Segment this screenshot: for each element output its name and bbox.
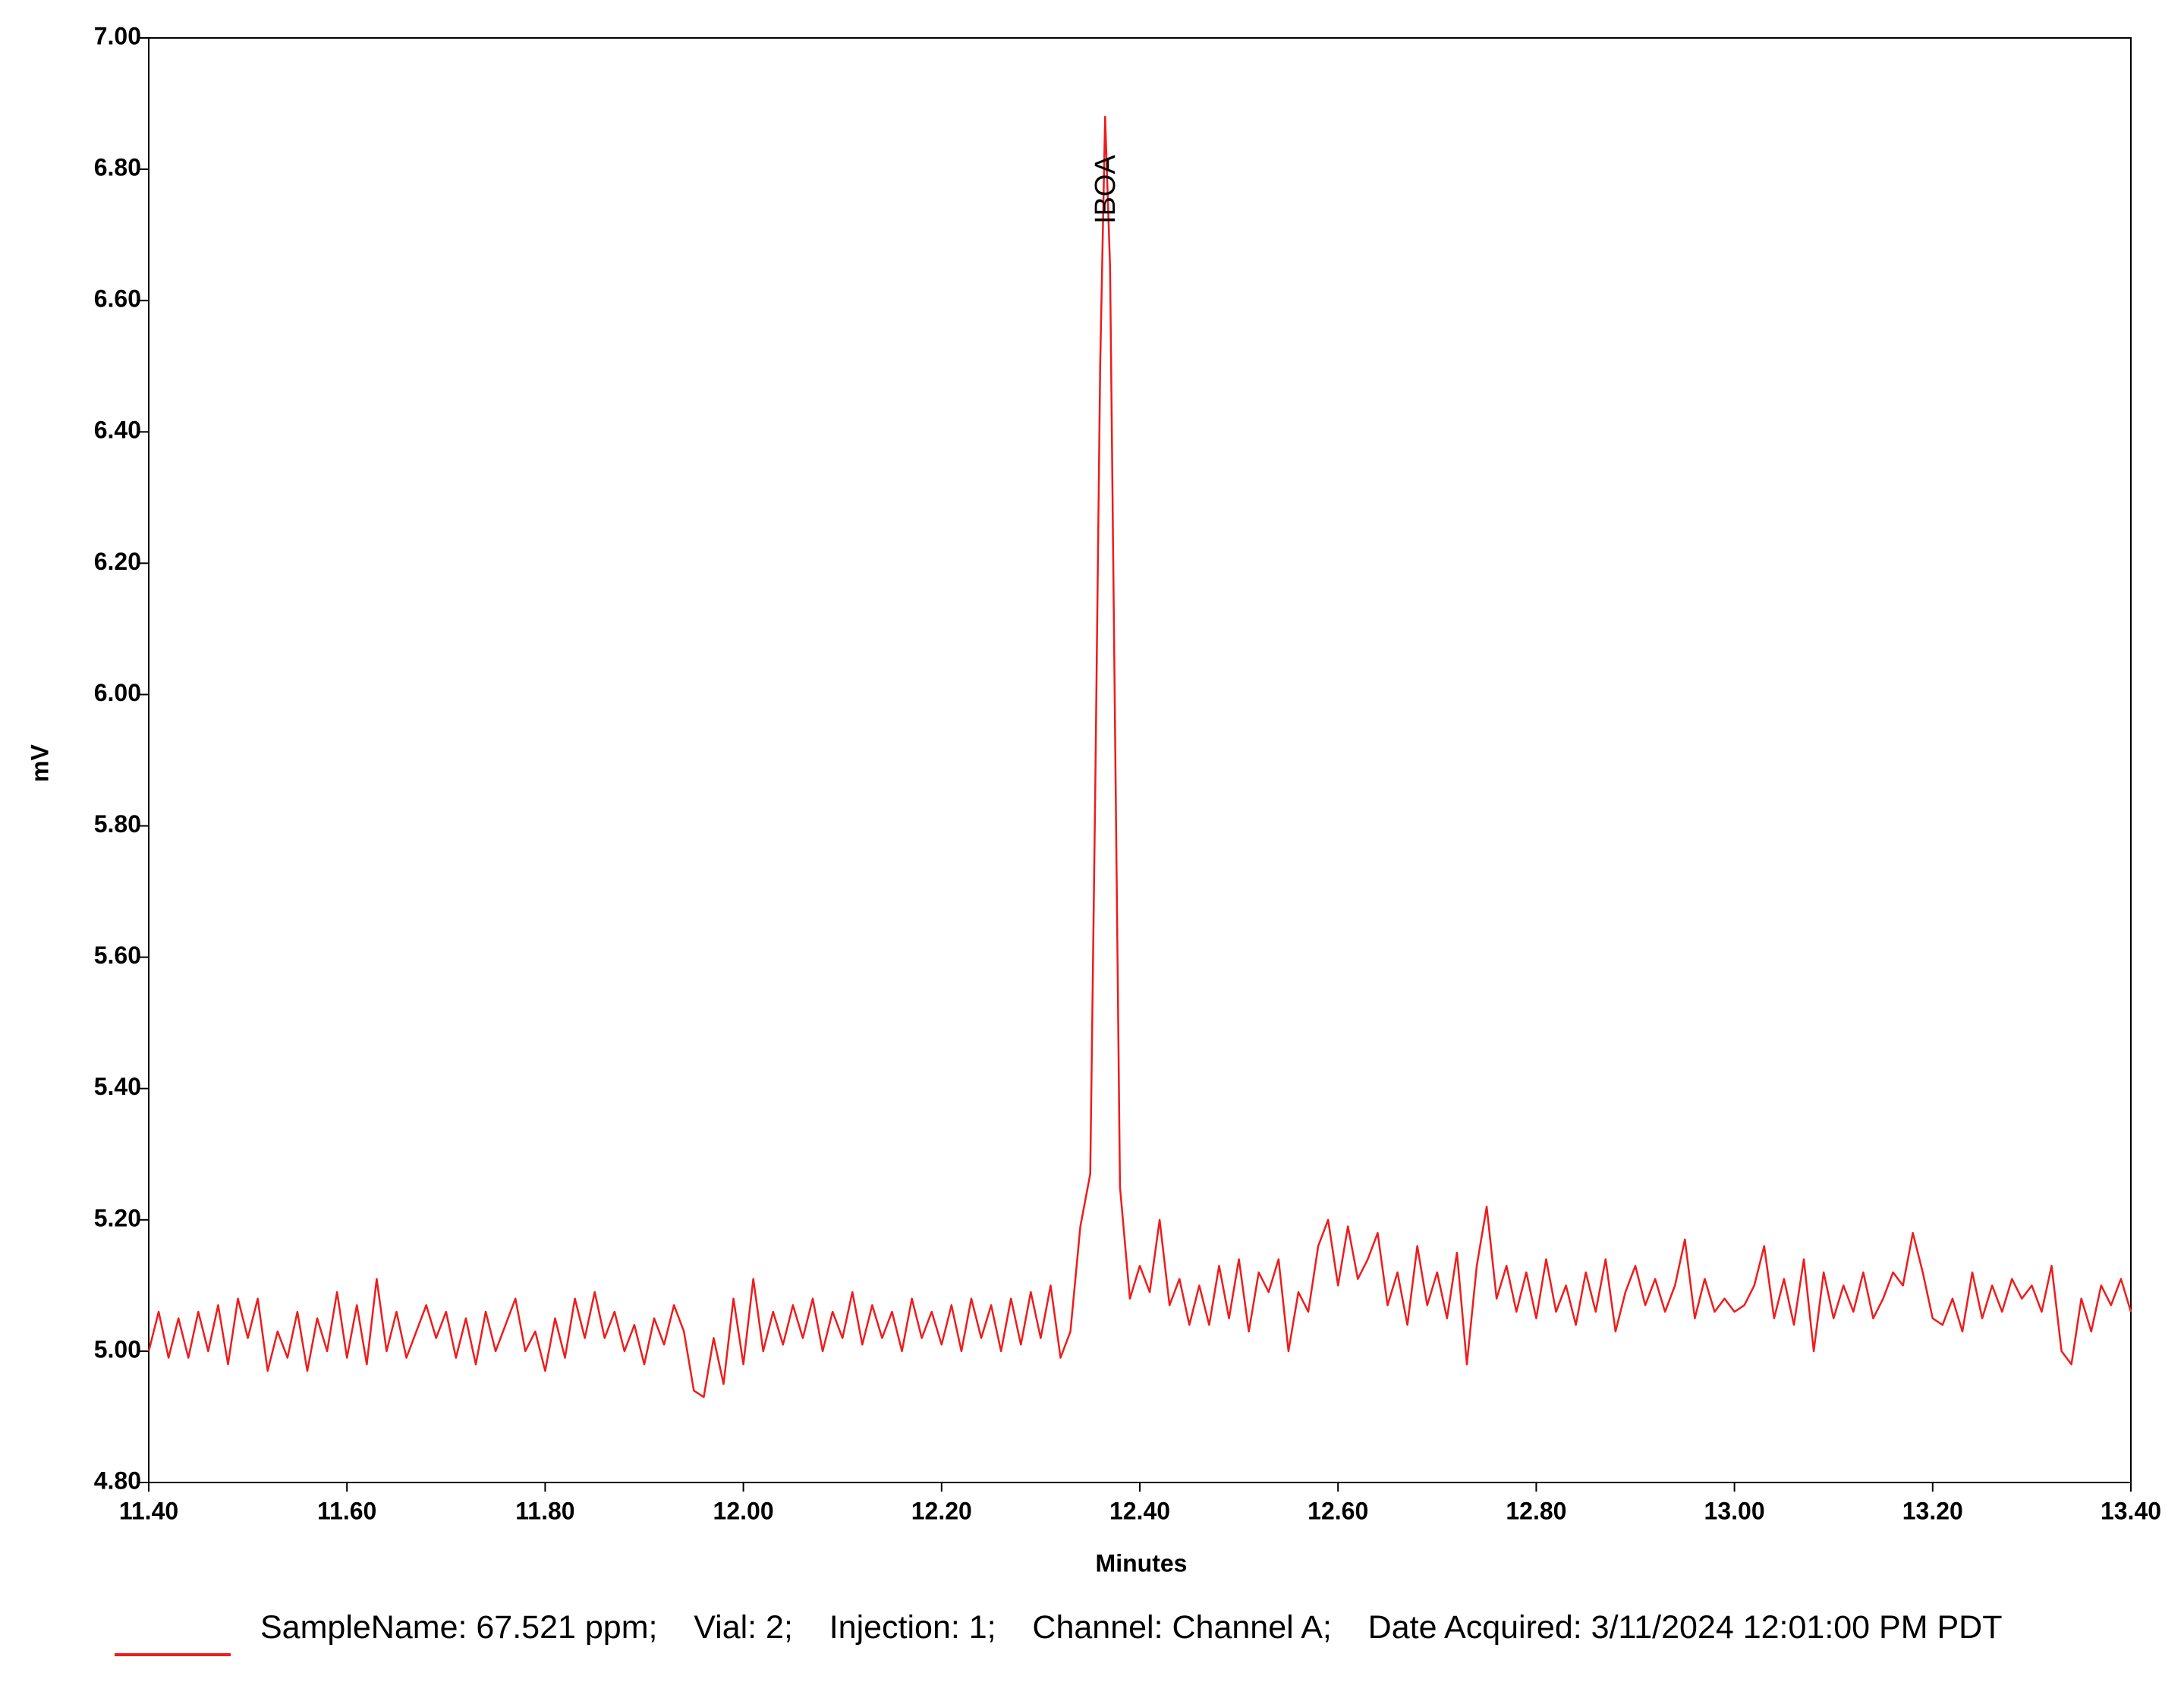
x-tick-label: 13.00 <box>1704 1497 1765 1524</box>
y-tick-label: 6.20 <box>94 548 141 575</box>
y-tick-label: 6.60 <box>94 285 141 313</box>
y-tick-label: 7.00 <box>94 22 141 49</box>
legend-label: SampleName: 67.521 ppm; Vial: 2; Injecti… <box>260 1609 2003 1646</box>
y-tick-label: 5.20 <box>94 1204 141 1231</box>
x-tick-label: 11.80 <box>515 1497 574 1524</box>
x-axis-label: Minutes <box>1096 1549 1188 1577</box>
y-tick-label: 4.80 <box>94 1467 141 1494</box>
y-tick-label: 5.40 <box>94 1073 141 1100</box>
y-tick-label: 6.80 <box>94 154 141 181</box>
x-tick-label: 12.00 <box>713 1497 774 1524</box>
y-tick-label: 5.60 <box>94 942 141 969</box>
data-line <box>147 115 2132 1398</box>
x-tick-label: 12.60 <box>1308 1497 1368 1524</box>
x-tick-label: 13.40 <box>2101 1497 2161 1524</box>
y-tick-label: 6.00 <box>94 679 141 706</box>
x-tick-label: 12.80 <box>1506 1497 1566 1524</box>
y-tick-label: 6.40 <box>94 417 141 444</box>
y-tick-label: 5.80 <box>94 810 141 838</box>
x-tick-label: 12.40 <box>1109 1497 1170 1524</box>
y-axis-label: mV <box>26 744 53 781</box>
x-tick-label: 11.40 <box>119 1497 178 1524</box>
peak-label: IBOA <box>1090 155 1122 224</box>
x-tick-label: 13.20 <box>1902 1497 1963 1524</box>
y-tick-label: 5.00 <box>94 1335 141 1363</box>
x-tick-label: 11.60 <box>317 1497 376 1524</box>
plot-frame <box>148 37 2132 1483</box>
x-tick-label: 12.20 <box>911 1497 972 1524</box>
